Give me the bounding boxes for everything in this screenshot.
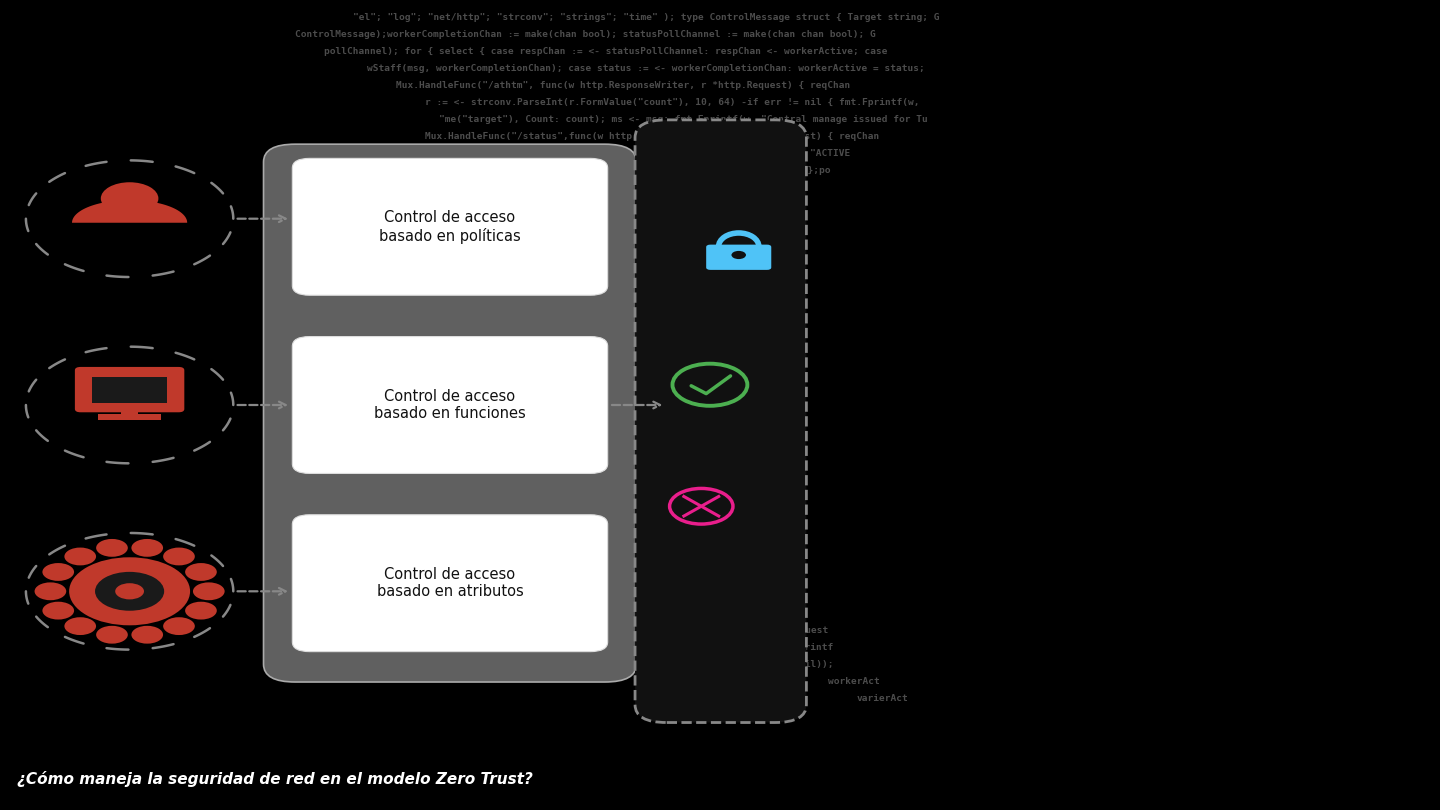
Bar [121, 403, 138, 417]
Text: : if err != nil { fmt.Fprintf(w,: : if err != nil { fmt.Fprintf(w, [497, 472, 681, 482]
Circle shape [35, 582, 66, 600]
Circle shape [96, 539, 128, 556]
Text: respChan <- workerActive; case msg := <-: respChan <- workerActive; case msg := <- [396, 387, 626, 397]
Circle shape [96, 626, 128, 644]
Text: ¿Cómo maneja la seguridad de red en el modelo Zero Trust?: ¿Cómo maneja la seguridad de red en el m… [17, 771, 533, 787]
Circle shape [131, 539, 163, 556]
Circle shape [101, 182, 158, 215]
Circle shape [163, 617, 194, 635]
Circle shape [131, 626, 163, 644]
Text: Chan := <- statusPollChannel: respChan <- workerActive; case msg := <-: Chan := <- statusPollChannel: respChan <… [300, 217, 703, 227]
Text: *wries(n, *e = st_atus, 5)); func main(c: *wries(n, *e = st_atus, 5)); func main(c [454, 438, 684, 448]
Text: - *http.Request: - *http.Request [742, 625, 828, 635]
Text: It := <- reqChan: if result { fmt.Fprintf(w, "ACTIVE: It := <- reqChan: if result { fmt.Fprint… [317, 319, 616, 329]
Bar [98, 414, 161, 420]
Circle shape [42, 563, 73, 581]
Text: .Fprintf(w, "TIMEOUT");}}); log.Fatal(http.ListenAndServe(":1337", nil)); };po: .Fprintf(w, "TIMEOUT");}}); log.Fatal(ht… [382, 166, 829, 176]
FancyBboxPatch shape [292, 337, 608, 473]
Polygon shape [72, 200, 187, 223]
Text: ' fmt.Fprintf(w, "ACTIVE": ' fmt.Fprintf(w, "ACTIVE" [569, 523, 713, 533]
Text: Control de acceso
basado en atributos: Control de acceso basado en atributos [377, 567, 523, 599]
Text: "el"; "log"; "net/http"; "strconv"; "strings"; "time" ); type ControlMessage str: "el"; "log"; "net/http"; "strconv"; "str… [353, 13, 939, 23]
Text: Mux.HandleFunc("/athtm", func(w http.ResponseWriter, r *http.Request) { reqChan: Mux.HandleFunc("/athtm", func(w http.Res… [396, 81, 850, 91]
Text: r := <- strconv.ParseInt(r.FormValue("count"), 10, 64) -if err != nil { fmt.Fpri: r := <- strconv.ParseInt(r.FormValue("co… [425, 98, 919, 108]
Circle shape [732, 251, 746, 259]
Text: if err != nil: if err != nil [684, 591, 759, 601]
Text: <- msg; fmt.Fprintf(w, "Control message issued for Tu: <- msg; fmt.Fprintf(w, "Control message … [302, 285, 608, 295]
Text: ruct { Tar(--ring; Ch-- 64 ); func main: ruct { Tar(--ring; Ch-- 64 ); func main [353, 353, 577, 363]
Text: respChan <- workerActive: respChan <- workerActive [655, 574, 793, 584]
Text: (":13 -- nil)); };po: (":13 -- nil)); };po [598, 540, 713, 550]
FancyBboxPatch shape [292, 159, 608, 296]
Text: in -- workerAct: in -- workerAct [626, 557, 713, 567]
Text: "Control message: "Control message [713, 608, 805, 618]
Text: "Control message issued for Tu: "Control message issued for Tu [518, 489, 691, 499]
Text: .Fatal(http.ListenAndServe(":1337", nil)); };po: .Fatal(http.ListenAndServe(":1337", nil)… [331, 336, 602, 346]
Circle shape [69, 557, 190, 625]
Text: pollChannel); for { select { case respChan := <- statusPollChannel: respChan <- : pollChannel); for { select { case respCh… [324, 47, 887, 57]
FancyBboxPatch shape [292, 515, 608, 651]
Text: ler ); type ControlMessage struct { Thr-- -ring; Ch-- -0, 64 ); func ma: ler ); type ControlMessage struct { Thr-… [353, 183, 762, 193]
Text: nil));: nil)); [799, 659, 834, 669]
Text: Mux.HandleFunc("/status",func(w http.ResponseWriter, r *http.Request) { reqChan: Mux.HandleFunc("/status",func(w http.Res… [425, 132, 878, 142]
Text: ler", func(w http.ResponseWriter, r *http.Request) { handler: ler", func(w http.ResponseWriter, r *htt… [288, 251, 634, 261]
Bar [92, 377, 167, 403]
Text: varierAct: varierAct [857, 693, 909, 703]
Text: "me("target"), Count: count); ms <- msg; fmt.Fprintf(w, "Central manage issued f: "me("target"), Count: count); ms <- msg;… [439, 115, 927, 125]
Text: n= make(chan bool); statusPollChannel := make(chan chan bool); workerAct: n= make(chan bool); statusPollChannel :=… [314, 200, 729, 210]
Text: 1Channel := make(chan chan bool); workerAct: 1Channel := make(chan chan bool); worker… [374, 370, 622, 380]
FancyBboxPatch shape [264, 144, 636, 682]
Text: Control de acceso
basado en políticas: Control de acceso basado en políticas [379, 210, 521, 244]
Circle shape [115, 583, 144, 599]
FancyBboxPatch shape [75, 367, 184, 412]
Text: ControlMessage);workerCompletionChan := make(chan bool); statusPollChannel := ma: ControlMessage);workerCompletionChan := … [295, 30, 876, 40]
FancyBboxPatch shape [635, 120, 806, 723]
Circle shape [186, 602, 217, 620]
Circle shape [42, 602, 73, 620]
Text: tar, r *http.Request) { handler: tar, r *http.Request) { handler [439, 421, 618, 431]
Text: - *http.Request) { reqChan: - *http.Request) { reqChan [544, 506, 694, 516]
Text: wStaff(msg, workerCompletionChan); case status := <- workerCompletionChan: worke: wStaff(msg, workerCompletionChan); case … [367, 64, 924, 74]
Circle shape [193, 582, 225, 600]
Text: fmt.Fprintf: fmt.Fprintf [770, 642, 834, 652]
Text: (w http.ResponseWriter, r *http.Request) { reqChan: (w http.ResponseWriter, r *http.Request)… [310, 302, 598, 312]
Text: workerCompletionChan: workerActive = status; }}); func main(c: workerCompletionChan: workerActive = sta… [418, 404, 769, 414]
Text: workerAct: workerAct [828, 676, 880, 686]
Circle shape [163, 548, 194, 565]
FancyBboxPatch shape [706, 245, 772, 270]
Circle shape [65, 617, 96, 635]
Text: .FormValue("count"), 10, 64); if err != nil { fmt.Fprintf(w,: .FormValue("count"), 10, 64); if err != … [295, 268, 641, 278]
Text: tar, r *http.Request) { handler: tar, r *http.Request) { handler [475, 455, 654, 465]
Text: hannel); select { case result := <- reqChan: if result { fmt.Fprintf(w, "ACTIVE: hannel); select { case result := <- reqC… [396, 149, 850, 159]
Text: Control de acceso
basado en funciones: Control de acceso basado en funciones [374, 389, 526, 421]
Circle shape [65, 548, 96, 565]
Text: := <- workerCompletionChan: workerActive = status; }}); func main(c: := <- workerCompletionChan: workerActive… [295, 234, 681, 244]
Circle shape [95, 572, 164, 611]
Circle shape [186, 563, 217, 581]
